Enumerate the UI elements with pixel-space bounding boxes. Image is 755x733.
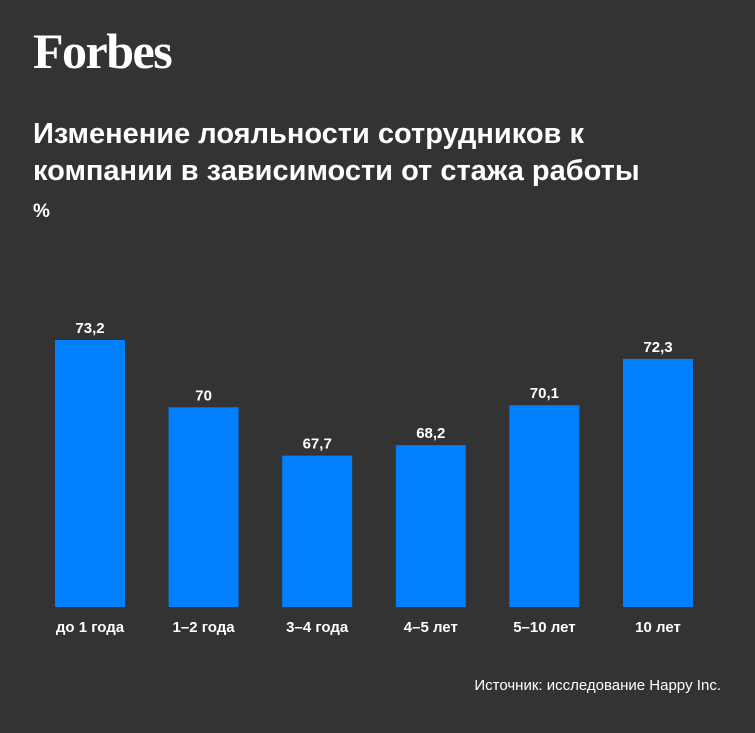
category-label-2: 3–4 года bbox=[286, 619, 349, 636]
bar-4 bbox=[509, 405, 580, 607]
forbes-logo: Forbes bbox=[33, 23, 173, 79]
category-label-3: 4–5 лет bbox=[404, 619, 458, 636]
category-label-4: 5–10 лет bbox=[513, 619, 575, 636]
bar-3 bbox=[395, 445, 466, 607]
category-label-1: 1–2 года bbox=[173, 619, 236, 636]
bar-0 bbox=[55, 340, 125, 607]
bar-5 bbox=[623, 358, 693, 607]
value-label-5: 72,3 bbox=[643, 339, 672, 356]
value-label-3: 68,2 bbox=[416, 425, 445, 442]
category-label-5: 10 лет bbox=[635, 619, 681, 636]
value-label-4: 70,1 bbox=[530, 385, 559, 402]
value-label-1: 70 bbox=[195, 387, 212, 404]
value-label-2: 67,7 bbox=[303, 436, 332, 453]
chart-unit-label: % bbox=[33, 201, 50, 222]
value-label-0: 73,2 bbox=[75, 320, 104, 337]
chart-title: Изменение лояльности сотрудников к компа… bbox=[33, 118, 640, 187]
source-note: Источник: исследование Happy Inc. bbox=[474, 677, 721, 694]
category-label-0: до 1 года bbox=[56, 619, 125, 636]
bar-1 bbox=[168, 407, 239, 607]
bar-2 bbox=[282, 455, 353, 607]
